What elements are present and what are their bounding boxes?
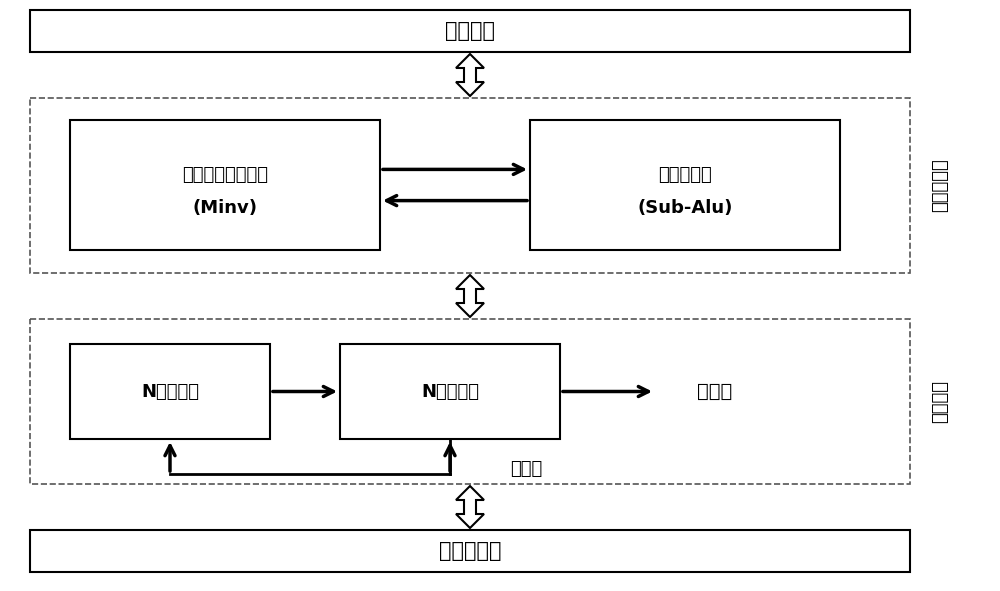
Text: (Sub-Alu): (Sub-Alu) — [637, 199, 733, 217]
Text: 存储器接口: 存储器接口 — [439, 541, 501, 561]
Text: (Minv): (Minv) — [192, 199, 258, 217]
Text: N位加法器: N位加法器 — [421, 382, 479, 401]
Bar — [70, 120, 380, 250]
Polygon shape — [456, 54, 484, 96]
Text: 写数据: 写数据 — [697, 382, 733, 401]
Text: 读数据: 读数据 — [510, 460, 542, 478]
Bar — [30, 530, 910, 572]
Bar — [30, 98, 910, 273]
Polygon shape — [456, 275, 484, 317]
Text: 数据通路: 数据通路 — [931, 380, 949, 423]
Bar — [30, 319, 910, 484]
Text: 模逆运算控制模块: 模逆运算控制模块 — [182, 165, 268, 184]
Text: 总线接口: 总线接口 — [445, 21, 495, 41]
Polygon shape — [456, 486, 484, 528]
Text: 子运算模块: 子运算模块 — [658, 165, 712, 184]
Bar — [530, 120, 840, 250]
Text: N位寄存器: N位寄存器 — [141, 382, 199, 401]
Text: 运算控制层: 运算控制层 — [931, 158, 949, 212]
Bar — [70, 344, 270, 439]
Bar — [340, 344, 560, 439]
Bar — [30, 10, 910, 52]
